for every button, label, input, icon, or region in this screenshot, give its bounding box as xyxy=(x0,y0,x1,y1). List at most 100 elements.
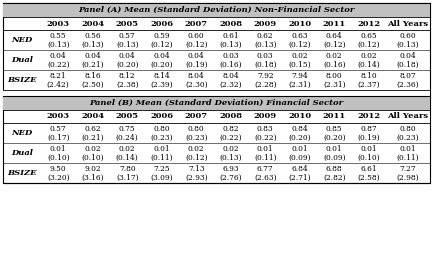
Text: 6.77: 6.77 xyxy=(257,165,274,173)
Text: 0.04: 0.04 xyxy=(50,52,67,60)
Text: (2.71): (2.71) xyxy=(288,173,311,181)
Text: (0.13): (0.13) xyxy=(220,40,242,48)
Text: (3.17): (3.17) xyxy=(116,173,139,181)
Text: 0.84: 0.84 xyxy=(291,125,308,134)
Text: (2.50): (2.50) xyxy=(81,80,104,88)
Bar xyxy=(3,3,430,183)
Text: (0.11): (0.11) xyxy=(397,154,419,161)
Text: (0.22): (0.22) xyxy=(220,134,242,142)
Text: (0.13): (0.13) xyxy=(254,40,277,48)
Text: 7.13: 7.13 xyxy=(188,165,204,173)
Text: 0.82: 0.82 xyxy=(223,125,239,134)
Text: 2007: 2007 xyxy=(185,112,208,120)
Text: 0.80: 0.80 xyxy=(400,125,416,134)
Text: (0.11): (0.11) xyxy=(150,154,173,161)
Text: (0.23): (0.23) xyxy=(397,134,419,142)
Text: 2003: 2003 xyxy=(47,112,70,120)
Text: Dual: Dual xyxy=(11,149,33,157)
Text: (2.31): (2.31) xyxy=(288,80,311,88)
Text: NED: NED xyxy=(11,129,32,137)
Text: (0.16): (0.16) xyxy=(220,60,242,68)
Text: (0.12): (0.12) xyxy=(150,40,173,48)
Text: Panel (B) Mean (Standard Deviation) Financial Sector: Panel (B) Mean (Standard Deviation) Fina… xyxy=(90,99,343,107)
Text: 0.60: 0.60 xyxy=(400,32,416,40)
Bar xyxy=(3,96,430,110)
Text: 0.01: 0.01 xyxy=(50,146,67,154)
Text: 0.01: 0.01 xyxy=(400,146,416,154)
Text: (0.14): (0.14) xyxy=(116,154,139,161)
Text: (0.12): (0.12) xyxy=(357,40,380,48)
Text: 0.03: 0.03 xyxy=(257,52,274,60)
Text: (0.18): (0.18) xyxy=(254,60,277,68)
Text: 0.04: 0.04 xyxy=(153,52,170,60)
Text: 0.57: 0.57 xyxy=(50,125,67,134)
Text: (2.93): (2.93) xyxy=(185,173,207,181)
Text: 2008: 2008 xyxy=(219,19,242,28)
Text: (0.13): (0.13) xyxy=(47,40,70,48)
Text: 0.01: 0.01 xyxy=(153,146,170,154)
Text: 0.85: 0.85 xyxy=(326,125,343,134)
Text: (2.98): (2.98) xyxy=(397,173,419,181)
Text: 0.55: 0.55 xyxy=(50,32,67,40)
Text: 2006: 2006 xyxy=(150,19,173,28)
Text: 2012: 2012 xyxy=(357,19,380,28)
Text: 8.16: 8.16 xyxy=(84,72,101,80)
Text: 2009: 2009 xyxy=(254,19,277,28)
Text: 9.02: 9.02 xyxy=(84,165,101,173)
Text: (0.11): (0.11) xyxy=(254,154,277,161)
Text: 8.14: 8.14 xyxy=(153,72,170,80)
Text: 0.80: 0.80 xyxy=(188,125,204,134)
Text: 0.02: 0.02 xyxy=(223,146,239,154)
Text: 8.07: 8.07 xyxy=(400,72,416,80)
Text: (0.16): (0.16) xyxy=(323,60,346,68)
Text: 9.50: 9.50 xyxy=(50,165,67,173)
Text: 0.80: 0.80 xyxy=(153,125,170,134)
Text: (0.20): (0.20) xyxy=(323,134,346,142)
Text: 8.12: 8.12 xyxy=(119,72,136,80)
Text: 8.04: 8.04 xyxy=(223,72,239,80)
Text: 0.65: 0.65 xyxy=(360,32,377,40)
Text: 7.94: 7.94 xyxy=(291,72,308,80)
Text: 0.87: 0.87 xyxy=(360,125,377,134)
Text: (0.09): (0.09) xyxy=(323,154,346,161)
Text: 0.61: 0.61 xyxy=(223,32,239,40)
Text: 0.64: 0.64 xyxy=(326,32,343,40)
Text: All Years: All Years xyxy=(388,19,429,28)
Text: (2.28): (2.28) xyxy=(254,80,277,88)
Text: 0.02: 0.02 xyxy=(84,146,101,154)
Text: (0.13): (0.13) xyxy=(397,40,419,48)
Text: (2.82): (2.82) xyxy=(323,173,346,181)
Text: (0.20): (0.20) xyxy=(116,60,139,68)
Text: 0.04: 0.04 xyxy=(188,52,205,60)
Text: (3.20): (3.20) xyxy=(47,173,70,181)
Text: 0.04: 0.04 xyxy=(84,52,101,60)
Text: (0.19): (0.19) xyxy=(185,60,207,68)
Text: (0.10): (0.10) xyxy=(47,154,70,161)
Text: (0.24): (0.24) xyxy=(116,134,139,142)
Text: 0.02: 0.02 xyxy=(326,52,343,60)
Text: (2.37): (2.37) xyxy=(357,80,380,88)
Text: (2.42): (2.42) xyxy=(47,80,70,88)
Text: 0.04: 0.04 xyxy=(400,52,417,60)
Text: 2009: 2009 xyxy=(254,112,277,120)
Text: (3.16): (3.16) xyxy=(81,173,104,181)
Text: 8.00: 8.00 xyxy=(326,72,343,80)
Text: BSIZE: BSIZE xyxy=(7,76,37,84)
Text: 2007: 2007 xyxy=(185,19,208,28)
Text: (0.19): (0.19) xyxy=(357,134,380,142)
Text: 7.92: 7.92 xyxy=(257,72,274,80)
Text: 0.03: 0.03 xyxy=(223,52,239,60)
Text: 0.60: 0.60 xyxy=(188,32,204,40)
Text: (0.21): (0.21) xyxy=(81,134,104,142)
Text: 7.80: 7.80 xyxy=(119,165,136,173)
Text: 0.59: 0.59 xyxy=(153,32,170,40)
Text: (0.13): (0.13) xyxy=(116,40,139,48)
Text: 2004: 2004 xyxy=(81,112,104,120)
Text: (2.39): (2.39) xyxy=(150,80,173,88)
Text: BSIZE: BSIZE xyxy=(7,169,37,177)
Bar xyxy=(3,90,430,96)
Text: (0.13): (0.13) xyxy=(220,154,242,161)
Text: 2003: 2003 xyxy=(47,19,70,28)
Text: 6.61: 6.61 xyxy=(360,165,377,173)
Text: All Years: All Years xyxy=(388,112,429,120)
